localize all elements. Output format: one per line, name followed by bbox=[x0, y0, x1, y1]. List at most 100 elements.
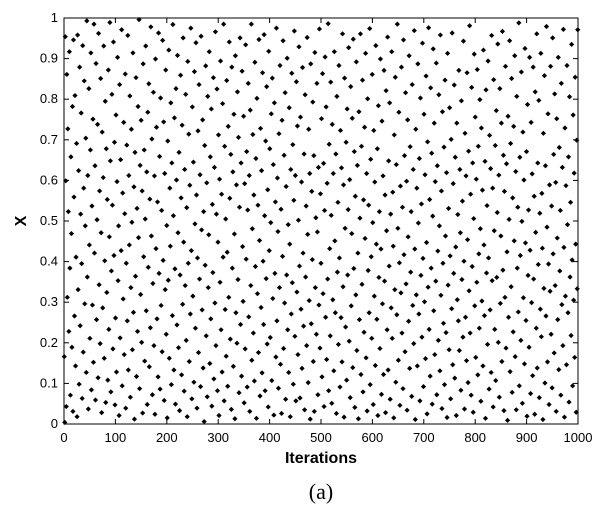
data-point bbox=[105, 67, 111, 73]
data-point bbox=[290, 142, 296, 148]
data-point bbox=[532, 411, 538, 417]
data-point bbox=[81, 185, 87, 191]
data-point bbox=[144, 401, 150, 408]
data-point bbox=[343, 139, 349, 145]
data-point bbox=[195, 128, 201, 134]
data-point bbox=[254, 95, 260, 101]
data-point bbox=[392, 287, 398, 293]
data-point bbox=[195, 349, 202, 356]
data-point bbox=[531, 276, 537, 282]
data-point bbox=[410, 166, 416, 173]
data-point bbox=[456, 67, 462, 73]
data-point bbox=[208, 106, 214, 112]
data-point bbox=[456, 347, 462, 354]
plot-area bbox=[63, 17, 579, 425]
data-point bbox=[144, 169, 150, 175]
data-point bbox=[508, 284, 514, 290]
data-point bbox=[317, 345, 323, 351]
data-point bbox=[153, 124, 160, 130]
data-point bbox=[173, 86, 179, 92]
data-point bbox=[306, 126, 312, 132]
data-point bbox=[97, 188, 103, 194]
data-point bbox=[339, 359, 345, 365]
data-point bbox=[426, 25, 432, 31]
data-point bbox=[228, 406, 234, 412]
data-point bbox=[80, 349, 86, 355]
data-point bbox=[324, 180, 330, 186]
data-point bbox=[354, 162, 360, 168]
data-point bbox=[125, 32, 131, 39]
data-point bbox=[420, 255, 426, 261]
data-point bbox=[534, 365, 540, 371]
data-point bbox=[431, 308, 437, 314]
data-point bbox=[227, 336, 233, 342]
data-point bbox=[126, 242, 132, 248]
data-point bbox=[450, 362, 456, 368]
data-point bbox=[86, 86, 92, 92]
data-point bbox=[79, 395, 85, 402]
data-point bbox=[559, 164, 565, 171]
data-point bbox=[85, 172, 91, 179]
data-point bbox=[352, 193, 358, 199]
data-point bbox=[383, 88, 389, 94]
y-tick-label: 0.1 bbox=[40, 375, 58, 390]
data-point bbox=[238, 373, 245, 379]
data-point bbox=[375, 103, 381, 109]
data-point bbox=[339, 31, 346, 37]
data-point bbox=[523, 317, 529, 324]
data-point bbox=[499, 28, 506, 34]
data-point bbox=[227, 195, 233, 201]
data-point bbox=[147, 325, 153, 331]
data-point bbox=[182, 282, 188, 289]
data-point bbox=[147, 196, 153, 202]
data-point bbox=[156, 153, 163, 160]
data-point bbox=[148, 233, 154, 239]
data-point bbox=[509, 389, 515, 395]
data-point bbox=[304, 34, 310, 41]
data-point bbox=[532, 89, 538, 95]
data-point bbox=[372, 179, 378, 185]
data-point bbox=[344, 377, 350, 383]
data-point bbox=[183, 91, 189, 97]
data-point bbox=[301, 151, 307, 157]
data-point bbox=[256, 237, 263, 244]
data-point bbox=[243, 42, 249, 48]
data-point bbox=[449, 30, 455, 36]
data-point bbox=[224, 77, 230, 84]
data-point bbox=[377, 56, 384, 62]
data-point bbox=[96, 282, 102, 288]
data-point bbox=[468, 392, 474, 398]
data-point bbox=[387, 396, 393, 402]
data-point bbox=[107, 19, 113, 26]
data-point bbox=[192, 221, 198, 227]
data-point bbox=[87, 147, 93, 153]
data-point bbox=[452, 154, 458, 160]
data-point bbox=[408, 269, 414, 275]
data-point bbox=[567, 199, 574, 205]
data-point bbox=[437, 368, 443, 374]
data-point bbox=[487, 132, 493, 138]
data-point bbox=[76, 168, 82, 174]
data-point bbox=[142, 216, 148, 222]
data-point bbox=[498, 120, 504, 126]
data-point bbox=[420, 384, 427, 390]
data-point bbox=[149, 136, 155, 142]
data-point bbox=[426, 326, 432, 333]
data-point bbox=[131, 416, 138, 422]
data-point bbox=[355, 250, 361, 256]
data-point bbox=[73, 140, 80, 147]
data-point bbox=[380, 173, 386, 179]
y-tick-label: 0.2 bbox=[40, 335, 58, 350]
data-point bbox=[285, 327, 291, 333]
data-point bbox=[477, 97, 483, 103]
data-point bbox=[535, 261, 541, 268]
data-point bbox=[275, 228, 281, 235]
data-point bbox=[83, 369, 89, 376]
data-point bbox=[383, 228, 390, 234]
data-point bbox=[550, 35, 556, 41]
data-point bbox=[187, 311, 193, 317]
data-point bbox=[552, 282, 558, 289]
data-point bbox=[92, 397, 99, 403]
data-point bbox=[276, 131, 282, 137]
data-point bbox=[219, 369, 225, 375]
